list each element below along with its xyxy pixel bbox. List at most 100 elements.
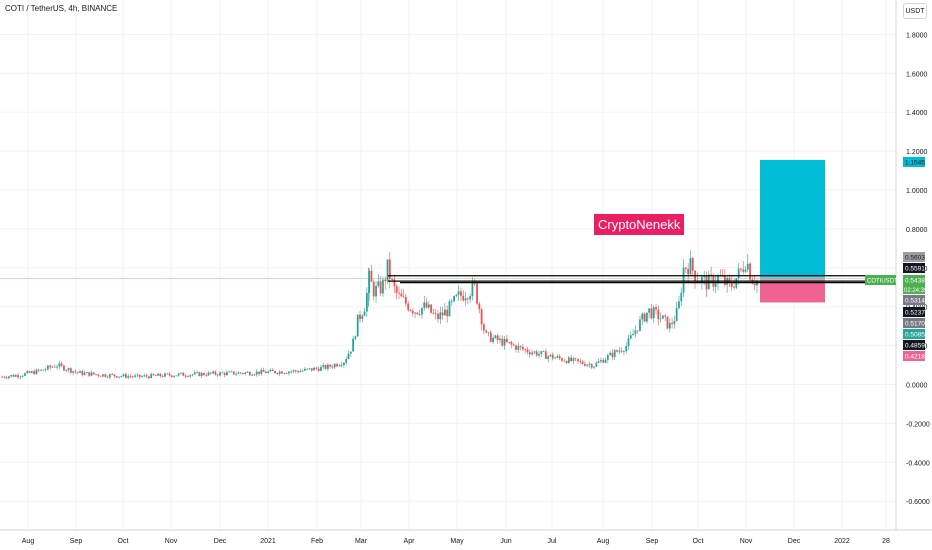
candle-body xyxy=(265,371,267,374)
candle-body xyxy=(659,318,662,320)
candle-body xyxy=(444,309,446,316)
candle-body xyxy=(691,258,694,271)
candle-body xyxy=(287,371,290,374)
candle-body xyxy=(664,315,667,317)
candle-body xyxy=(604,359,607,363)
candle-body xyxy=(565,361,568,364)
candle-body xyxy=(379,281,382,294)
price-label-bg xyxy=(903,307,925,317)
candle-body xyxy=(42,369,45,371)
candle-body xyxy=(67,368,70,371)
candle-body xyxy=(494,335,497,338)
candle-body xyxy=(611,352,614,358)
candle-body xyxy=(372,281,375,297)
candle-body xyxy=(141,376,143,378)
candle-body xyxy=(684,267,687,269)
candle-body xyxy=(613,350,616,358)
candle-body xyxy=(92,372,95,375)
horizontal-levels[interactable] xyxy=(0,275,896,284)
candle-body xyxy=(260,369,263,374)
candle-body xyxy=(460,291,462,296)
candle-body xyxy=(528,352,531,355)
candle-body xyxy=(212,371,215,374)
countdown-bg xyxy=(903,285,925,294)
candle-body xyxy=(177,373,180,376)
candle-body xyxy=(398,292,400,294)
candle-body xyxy=(5,377,8,379)
candle-body xyxy=(554,357,556,359)
price-label: 1.1545 xyxy=(905,160,925,167)
y-tick-label: 1.6000 xyxy=(906,71,928,78)
candle-body xyxy=(512,344,515,346)
candle-body xyxy=(99,375,102,377)
candle-body xyxy=(30,371,33,373)
candle-body xyxy=(740,268,742,270)
candle-body xyxy=(538,353,540,356)
price-label: 0.4218 xyxy=(905,354,925,361)
candle-body xyxy=(12,375,15,377)
chart-title: COTI / TetherUS, 4h, BINANCE xyxy=(5,4,118,13)
candle-body xyxy=(83,372,86,375)
candle-body xyxy=(60,363,63,366)
unit-label[interactable]: USDT xyxy=(903,3,927,19)
candle-body xyxy=(508,341,511,343)
candle-body xyxy=(636,330,639,332)
candle-body xyxy=(485,330,488,333)
candle-body xyxy=(749,263,752,280)
candle-body xyxy=(434,313,437,315)
candle-body xyxy=(680,292,683,302)
candle-body xyxy=(115,376,118,378)
candle-body xyxy=(102,374,104,377)
candle-body xyxy=(641,313,644,320)
y-tick-label: 1.2000 xyxy=(906,149,928,156)
candle-body xyxy=(189,375,192,377)
candle-body xyxy=(21,375,24,377)
candle-body xyxy=(138,374,141,377)
candle-body xyxy=(517,345,520,350)
candle-body xyxy=(306,368,309,370)
candle-body xyxy=(668,322,671,329)
candle-body xyxy=(363,311,366,316)
candle-body xyxy=(56,366,58,368)
candle-body xyxy=(457,291,460,295)
candle-body xyxy=(203,373,205,376)
x-tick-label: Dec xyxy=(214,538,227,545)
candle-body xyxy=(343,362,345,366)
candle-body xyxy=(501,338,504,346)
candle-body xyxy=(639,319,641,331)
candle-body xyxy=(446,309,449,317)
candle-body xyxy=(113,374,116,377)
price-labels: 1.1545 0.5603 0.5591 0.5438 0.5314 0.5237 0.51… xyxy=(865,157,928,361)
position-tool[interactable] xyxy=(388,159,896,303)
candle-body xyxy=(384,279,387,281)
y-tick-label: 1.4000 xyxy=(906,110,928,117)
candle-body xyxy=(723,275,726,285)
candle-body xyxy=(689,258,692,275)
x-tick-label: Apr xyxy=(404,538,416,545)
candle-body xyxy=(161,376,164,377)
candle-body xyxy=(356,314,359,337)
candle-body xyxy=(349,351,352,354)
candle-body xyxy=(347,353,350,360)
x-tick-label: Jul xyxy=(548,538,557,545)
x-tick-label: Jun xyxy=(500,538,511,545)
x-tick-label: Mar xyxy=(355,538,368,545)
x-tick-label: Dec xyxy=(788,538,801,545)
candle-body xyxy=(35,369,38,375)
candle-body xyxy=(120,376,123,377)
candle-body xyxy=(655,307,657,310)
candle-body xyxy=(583,363,586,366)
candle-body xyxy=(629,335,632,339)
candle-body xyxy=(519,345,522,347)
candle-body xyxy=(375,285,377,297)
candle-body xyxy=(551,354,554,359)
candle-body xyxy=(106,376,109,378)
candle-body xyxy=(733,286,735,288)
candle-body xyxy=(404,296,407,304)
candle-body xyxy=(547,356,550,359)
candle-body xyxy=(248,372,251,376)
candle-body xyxy=(65,370,68,371)
candle-body xyxy=(652,307,655,319)
candle-body xyxy=(58,363,61,367)
